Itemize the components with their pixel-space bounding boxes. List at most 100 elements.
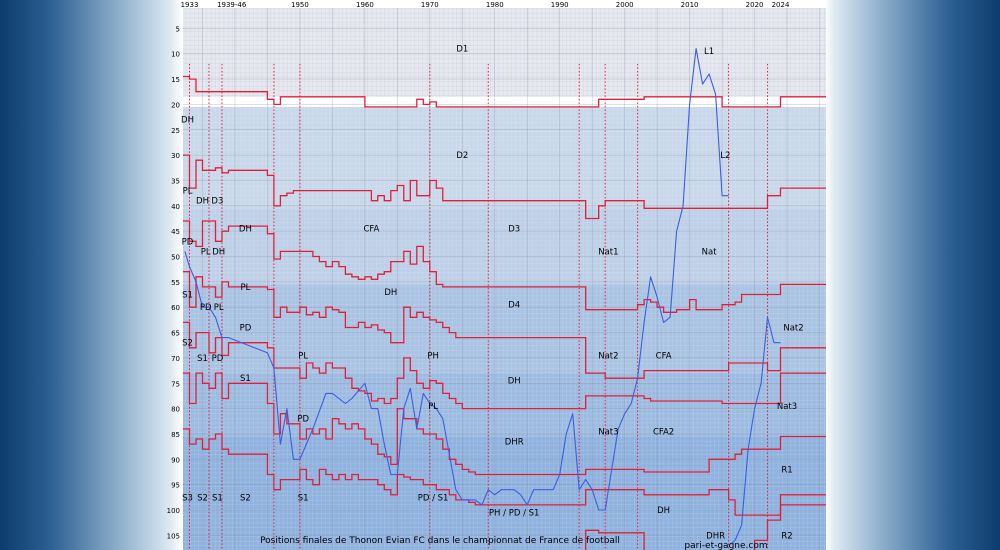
division-label: PH / PD / S1 — [489, 509, 540, 519]
division-label: CFA — [363, 225, 379, 235]
axes: 1933 1939-46 1950 1960 1970 1980 1990 2000 2010 2… — [167, 1, 790, 540]
division-label: DH — [181, 116, 194, 126]
x-tick-label: 2000 — [616, 1, 634, 9]
division-label: S2 — [182, 339, 193, 349]
x-tick-label: 1939-46 — [217, 1, 247, 9]
division-label: DH — [508, 377, 521, 387]
y-tick-label: 30 — [171, 152, 180, 160]
y-tick-label: 35 — [171, 178, 180, 186]
y-tick-label: 95 — [171, 482, 180, 490]
division-label: S1 — [182, 291, 193, 301]
boundary-line-1 — [183, 154, 826, 220]
boundary-line-2 — [183, 220, 826, 313]
division-label: DH — [384, 288, 397, 298]
division-label: S2 — [240, 493, 251, 503]
division-label: CFA — [656, 351, 672, 361]
y-tick-label: 50 — [171, 254, 180, 262]
y-tick-label: 105 — [167, 532, 180, 540]
division-label: PL — [428, 402, 438, 412]
division-label: S1 — [298, 493, 309, 503]
x-tick-label: 1970 — [421, 1, 439, 9]
y-tick-label: 45 — [171, 228, 180, 236]
division-label: DH — [657, 506, 670, 516]
division-label: PD — [212, 354, 224, 364]
division-label: DH — [239, 225, 252, 235]
boundary-line-0 — [183, 75, 826, 108]
boundary-line-5 — [183, 372, 826, 476]
y-tick-label: 65 — [171, 330, 180, 338]
y-tick-label: 60 — [171, 304, 180, 312]
x-tick-label: 1990 — [551, 1, 569, 9]
division-label: D2 — [456, 151, 468, 161]
y-tick-label: 40 — [171, 203, 180, 211]
division-label: PL — [201, 247, 211, 257]
division-label: S2 — [197, 493, 208, 503]
division-label: D1 — [456, 45, 468, 55]
division-label: Nat2 — [598, 351, 618, 361]
division-boundary-lines — [183, 75, 826, 550]
division-label: PD / S1 — [418, 493, 449, 503]
y-tick-label: 75 — [171, 380, 180, 388]
chart-credit: pari-et-gagne.com — [684, 541, 767, 550]
position-line-0 — [184, 48, 729, 511]
division-label: D3 — [211, 197, 223, 207]
division-label: L2 — [720, 151, 730, 161]
x-tick-label: 2024 — [772, 1, 790, 9]
y-tick-label: 70 — [171, 355, 180, 363]
division-label: PL — [183, 187, 193, 197]
minor-grid-top — [183, 8, 826, 97]
boundary-line-6 — [183, 428, 826, 516]
era-dividers — [188, 63, 769, 550]
division-label: Nat — [702, 247, 718, 257]
division-label: S1 — [197, 354, 208, 364]
division-label: S1 — [240, 374, 251, 384]
x-tick-label: 1950 — [291, 1, 309, 9]
minor-grid — [183, 96, 826, 550]
y-tick-label: 15 — [171, 76, 180, 84]
x-tick-label: 1933 — [181, 1, 199, 9]
division-label: DHR — [706, 531, 725, 541]
division-label: PL — [298, 351, 308, 361]
y-tick-label: 10 — [171, 51, 180, 59]
x-tick-label: 1960 — [356, 1, 374, 9]
boundary-line-7 — [183, 504, 826, 550]
boundary-line-3 — [183, 271, 826, 379]
grid — [183, 8, 826, 550]
y-tick-label: 85 — [171, 431, 180, 439]
chart-title: Positions finales de Thonon Evian FC dan… — [260, 536, 620, 546]
division-label: DH — [212, 247, 225, 257]
y-tick-label: 100 — [167, 507, 180, 515]
division-label: R1 — [781, 465, 792, 475]
division-label: CFA2 — [653, 427, 674, 437]
y-tick-label: 20 — [171, 101, 180, 109]
division-label: Nat1 — [598, 247, 618, 257]
y-tick-label: 80 — [171, 406, 180, 414]
division-label: PH — [427, 351, 439, 361]
division-label: D3 — [508, 225, 520, 235]
x-tick-label: 2020 — [746, 1, 764, 9]
division-label: R2 — [781, 531, 792, 541]
division-label: Nat3 — [777, 402, 797, 412]
y-tick-label: 55 — [171, 279, 180, 287]
y-tick-label: 25 — [171, 127, 180, 135]
x-tick-label: 2010 — [681, 1, 699, 9]
division-label: L1 — [704, 47, 714, 57]
x-tick-label: 1980 — [486, 1, 504, 9]
division-label: PL — [214, 303, 224, 313]
division-label: Nat3 — [598, 427, 618, 437]
division-label: S1 — [212, 493, 223, 503]
division-label: S3 — [182, 493, 193, 503]
y-tick-label: 90 — [171, 456, 180, 464]
division-label: PD — [297, 415, 309, 425]
division-label: PL — [240, 283, 250, 293]
position-series — [184, 48, 781, 546]
division-label: Nat2 — [783, 324, 803, 334]
y-tick-label: 5 — [176, 25, 180, 33]
division-label: PD — [240, 324, 252, 334]
division-label: DHR — [505, 438, 524, 448]
division-label: DH — [196, 197, 209, 207]
division-label: D4 — [508, 301, 520, 311]
boundary-line-4 — [183, 321, 826, 410]
